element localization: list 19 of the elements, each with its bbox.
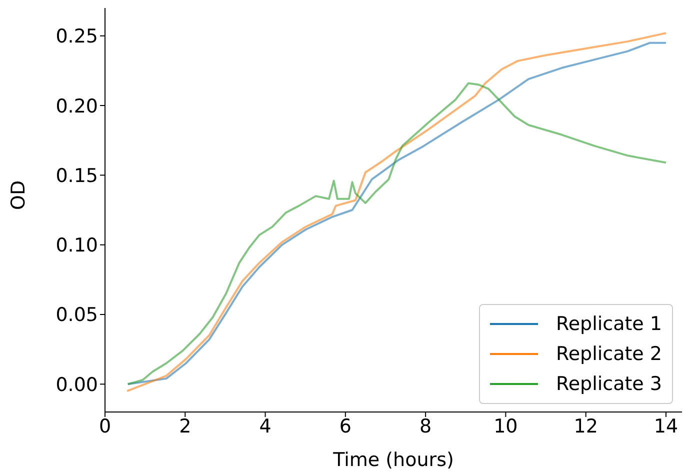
x-tick-label: 6 <box>339 415 352 438</box>
x-tick-label: 0 <box>98 415 112 438</box>
y-tick-label: 0.20 <box>56 95 98 118</box>
legend-label: Replicate 2 <box>556 343 662 365</box>
x-tick-label: 4 <box>259 415 272 438</box>
y-tick-label: 0.25 <box>56 26 98 48</box>
x-tick-label: 8 <box>420 415 432 438</box>
y-tick-label: 0.05 <box>56 304 98 326</box>
legend-label: Replicate 3 <box>556 373 662 395</box>
y-tick-label: 0.00 <box>56 374 98 396</box>
x-tick-label: 12 <box>574 415 598 438</box>
legend-label: Replicate 1 <box>556 313 662 335</box>
x-tick-label: 14 <box>654 415 678 438</box>
x-tick-label: 2 <box>179 415 192 438</box>
y-tick-label: 0.15 <box>56 164 98 187</box>
y-tick-label: 0.10 <box>56 234 98 257</box>
x-tick-label: 10 <box>494 415 518 438</box>
y-axis-title: OD <box>8 180 30 210</box>
x-axis-title: Time (hours) <box>332 449 454 471</box>
